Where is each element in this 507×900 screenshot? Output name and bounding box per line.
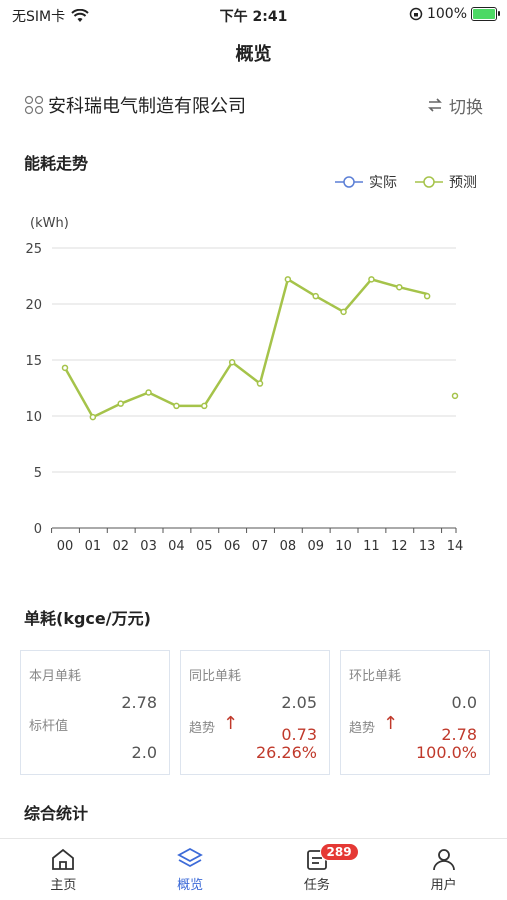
- card-mom-trend-value: 2.78: [441, 725, 477, 744]
- card-yoy-trend-value: 0.73: [281, 725, 317, 744]
- y-tick-label: 25: [25, 242, 42, 257]
- x-tick-label: 13: [419, 539, 436, 554]
- card-yoy-trend-percent: 26.26%: [255, 743, 317, 762]
- tab-bar: 主页 概览 289 任务 用户: [0, 838, 507, 900]
- x-tick-label: 11: [363, 539, 380, 554]
- carrier-text: 无SIM卡: [12, 9, 66, 25]
- card-mom: 环比单耗 0.0 趋势 ↑ 2.78 100.0%: [340, 650, 490, 775]
- x-tick-label: 12: [391, 539, 408, 554]
- legend-actual[interactable]: 实际: [335, 172, 397, 192]
- legend-forecast-marker: [415, 176, 443, 188]
- y-tick-label: 0: [34, 522, 42, 537]
- tab-user[interactable]: 用户: [380, 839, 507, 900]
- card-yoy-label: 同比单耗: [189, 669, 242, 684]
- series-point: [368, 276, 375, 283]
- series-point: [396, 283, 403, 291]
- card-yoy-value: 2.05: [281, 693, 317, 712]
- orientation-lock-icon: [409, 7, 423, 21]
- company-name: 安科瑞电气制造有限公司: [48, 96, 246, 117]
- unit-consumption-title: 单耗(kgce/万元): [24, 609, 151, 628]
- layers-icon: [177, 847, 204, 868]
- legend-forecast[interactable]: 预测: [415, 172, 477, 192]
- card-mom-trend-label: 趋势: [349, 721, 376, 736]
- y-tick-label: 20: [25, 298, 42, 313]
- x-tick-label: 01: [85, 539, 102, 554]
- switch-company-button[interactable]: 切换: [427, 93, 483, 118]
- y-tick-label: 10: [25, 410, 42, 425]
- battery-text: 100%: [426, 6, 467, 22]
- forecast-point: [451, 392, 459, 400]
- series-point: [117, 400, 124, 407]
- card-month-label: 本月单耗: [29, 669, 82, 684]
- card-mom-trend-percent: 100.0%: [415, 743, 477, 762]
- tab-home[interactable]: 主页: [0, 839, 127, 900]
- wifi-icon: [71, 9, 89, 22]
- series-point: [312, 292, 319, 300]
- tab-home-label: 主页: [50, 878, 77, 893]
- series-point: [228, 358, 236, 366]
- company-selector: 安科瑞电气制造有限公司: [24, 92, 246, 118]
- tab-user-label: 用户: [430, 878, 457, 893]
- y-unit-label: (kWh): [30, 216, 69, 231]
- x-tick-label: 03: [140, 539, 157, 554]
- legend-actual-marker: [335, 176, 363, 188]
- tab-overview[interactable]: 概览: [127, 839, 254, 900]
- tab-task-label: 任务: [303, 878, 330, 893]
- card-benchmark-label: 标杆值: [29, 719, 69, 734]
- series-point: [256, 380, 264, 387]
- switch-label: 切换: [449, 97, 483, 118]
- y-tick-label: 15: [25, 354, 42, 369]
- swap-icon: [428, 98, 442, 112]
- company-row: 安科瑞电气制造有限公司 切换: [24, 92, 483, 118]
- page-title: 概览: [235, 44, 272, 65]
- grid-dots-icon: [24, 95, 44, 115]
- card-benchmark-value: 2.0: [131, 743, 157, 762]
- x-tick-label: 08: [280, 539, 297, 554]
- home-icon: [52, 848, 75, 870]
- series-line-forecast: [63, 278, 428, 419]
- series-point: [61, 364, 69, 372]
- card-mom-label: 环比单耗: [349, 669, 402, 684]
- energy-trend-title: 能耗走势: [24, 154, 89, 173]
- legend-forecast-label: 预测: [449, 175, 477, 191]
- battery-icon: [471, 7, 500, 21]
- chart-legend: 实际 预测: [335, 172, 477, 192]
- series-point: [145, 389, 152, 396]
- x-tick-label: 05: [196, 539, 213, 554]
- card-yoy: 同比单耗 2.05 趋势 ↑ 0.73 26.26%: [180, 650, 330, 775]
- legend-actual-label: 实际: [369, 175, 397, 191]
- arrow-up-icon: ↑: [383, 713, 399, 734]
- series-point: [284, 276, 292, 283]
- user-icon: [432, 849, 455, 871]
- task-badge: 289: [319, 843, 359, 861]
- x-tick-label: 14: [447, 539, 464, 554]
- x-tick-label: 09: [307, 539, 324, 554]
- x-tick-label: 04: [168, 539, 185, 554]
- status-time: 下午 2:41: [219, 9, 288, 25]
- y-tick-label: 5: [34, 466, 42, 481]
- card-month: 本月单耗 2.78 标杆值 2.0: [20, 650, 170, 775]
- stats-title: 综合统计: [24, 804, 89, 823]
- card-mom-value: 0.0: [451, 693, 477, 712]
- arrow-up-icon: ↑: [223, 713, 239, 734]
- tab-task[interactable]: 289 任务: [254, 839, 381, 900]
- x-tick-label: 06: [224, 539, 241, 554]
- unit-cards: 本月单耗 2.78 标杆值 2.0 同比单耗 2.05 趋势 ↑ 0.73 26…: [20, 650, 490, 775]
- series-point: [89, 413, 97, 421]
- series-point: [340, 308, 347, 316]
- series-point: [173, 402, 180, 410]
- x-tick-label: 02: [112, 539, 129, 554]
- x-tick-label: 07: [252, 539, 269, 554]
- forecast-point: [423, 292, 431, 300]
- card-yoy-trend-label: 趋势: [189, 721, 216, 736]
- series-point: [201, 402, 208, 410]
- tab-overview-label: 概览: [177, 878, 204, 893]
- status-bar: 无SIM卡 下午 2:41 100%: [0, 0, 507, 30]
- card-month-value: 2.78: [121, 693, 157, 712]
- x-tick-label: 00: [57, 539, 74, 554]
- x-tick-label: 10: [335, 539, 352, 554]
